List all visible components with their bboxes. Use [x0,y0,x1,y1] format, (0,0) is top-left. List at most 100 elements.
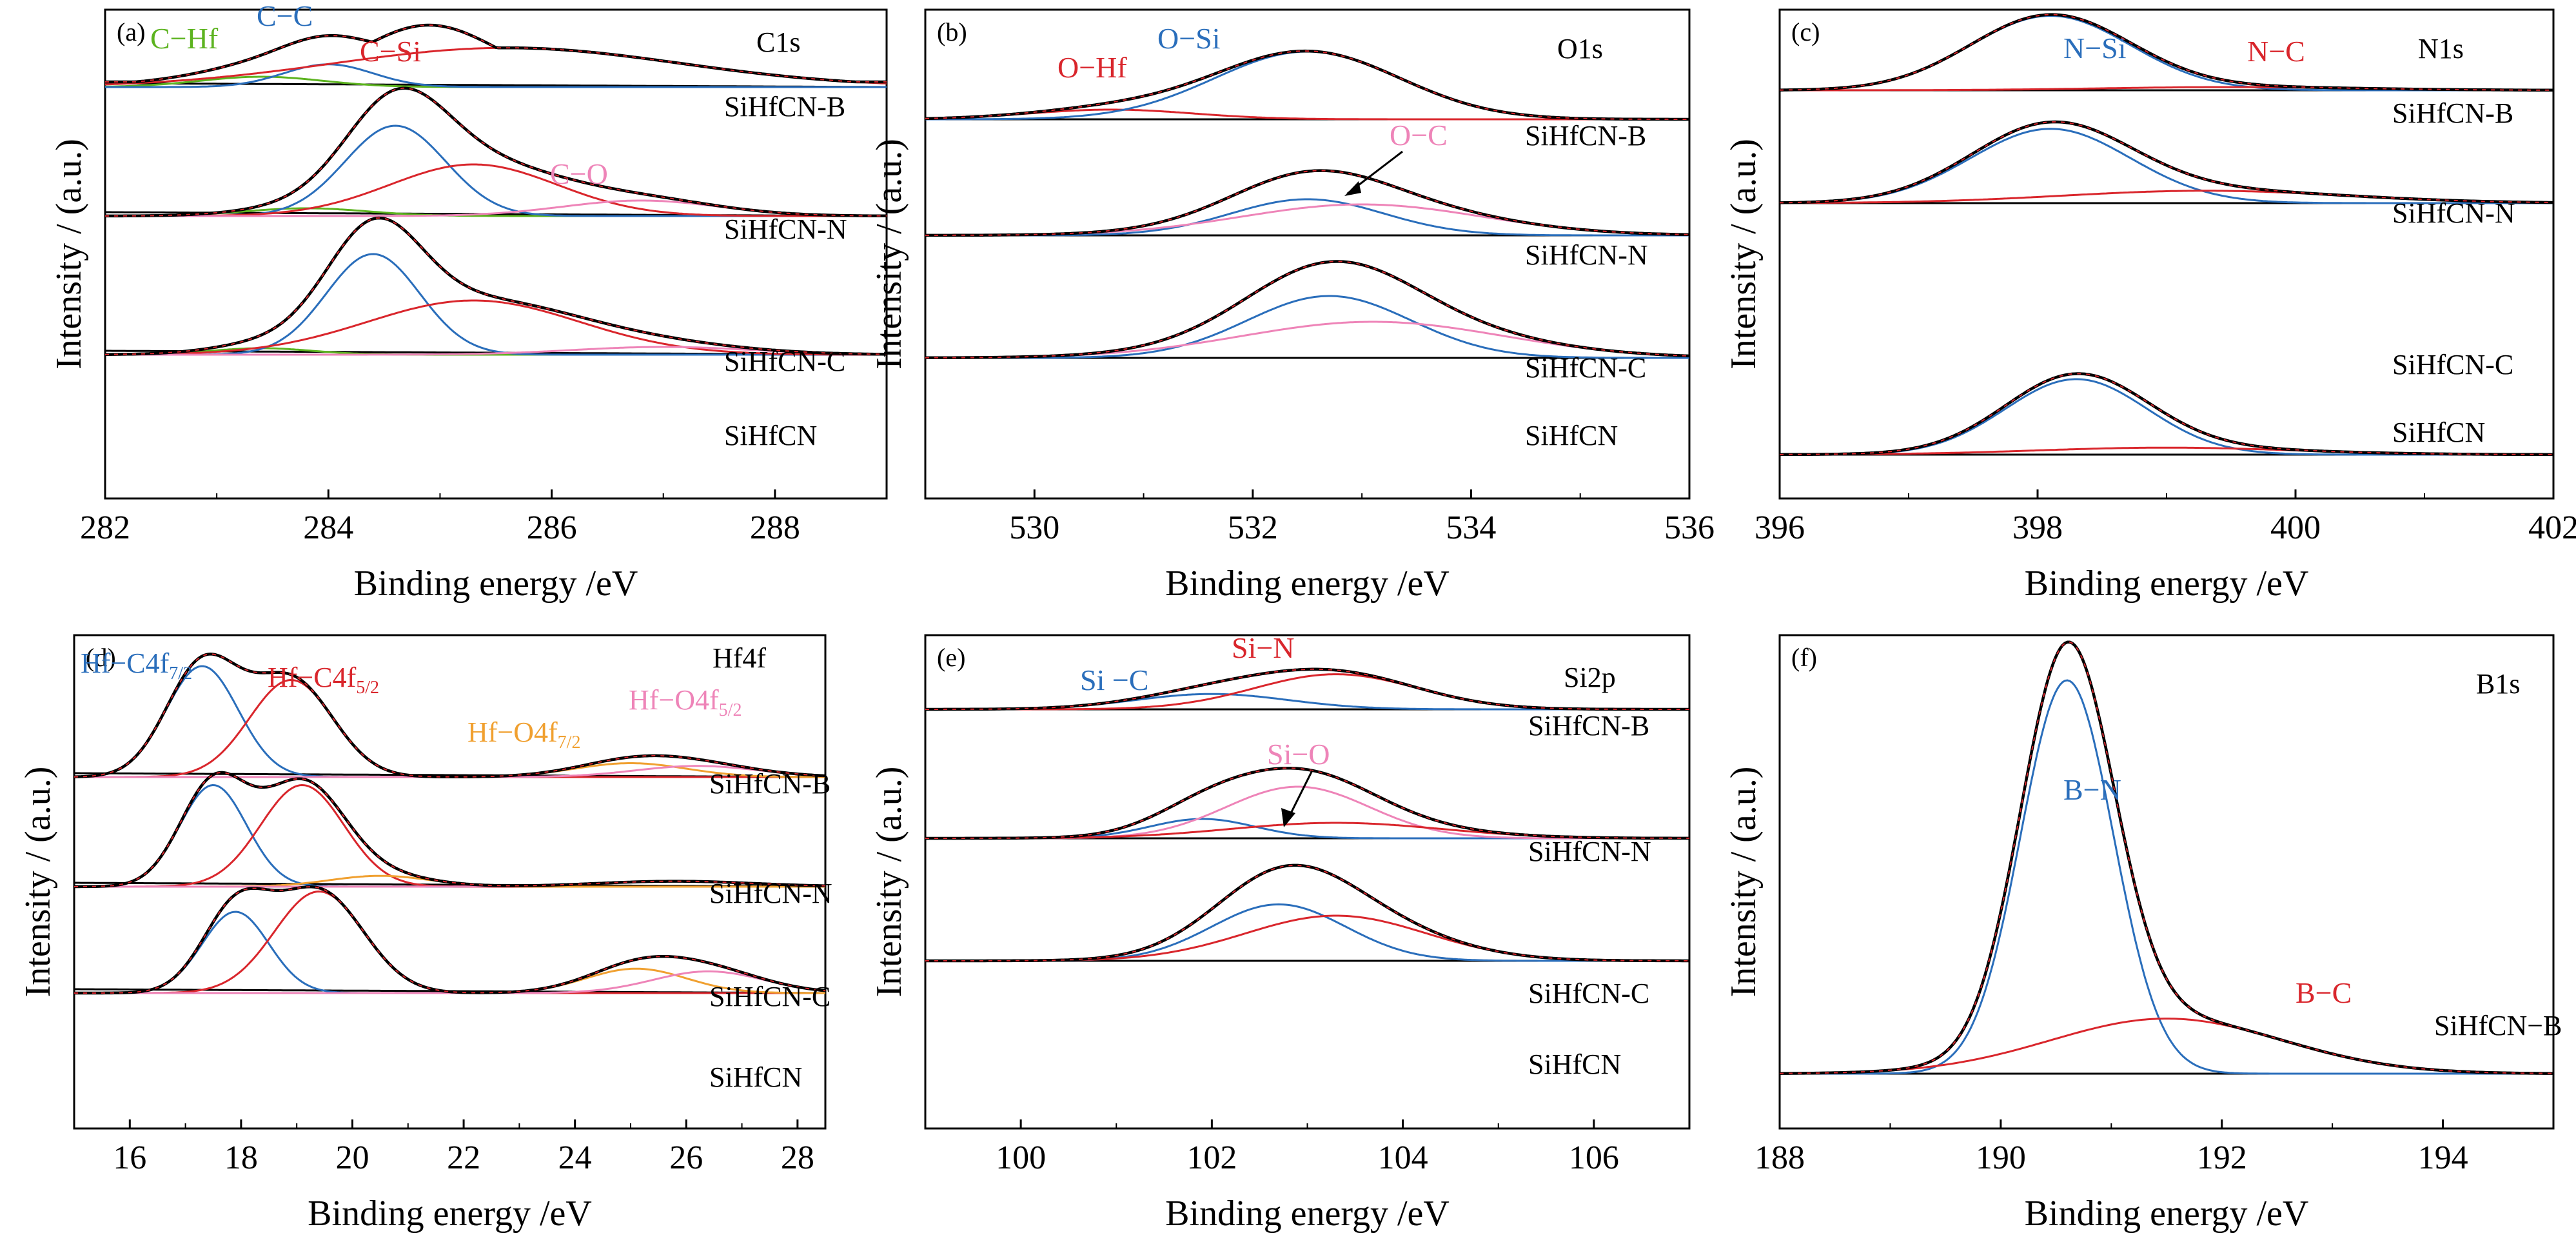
envelope-line [105,23,887,84]
y-axis-label: Intensity / (a.u.) [1724,767,1764,998]
panel-letter: (a) [117,17,145,46]
raw-data-line [74,653,826,778]
raw-data-line [925,864,1689,961]
component-label: Hf−C4f7/2 [81,647,192,684]
x-tick-label: 22 [447,1139,480,1176]
component-label: N−Si [2063,32,2127,64]
component-label: O−Si [1157,22,1221,55]
raw-data-line [925,668,1689,710]
envelope-line [105,86,887,218]
component-line-pink [105,346,887,356]
panel-letter: (c) [1791,17,1820,46]
component-label: Si −C [1080,664,1149,696]
x-tick-label: 20 [335,1139,369,1176]
component-line-blue [105,63,887,88]
x-tick-label: 16 [113,1139,146,1176]
sample-label: SiHfCN-N [2392,197,2515,229]
component-label: Hf−O4f7/2 [467,716,580,753]
component-line-blue [74,783,825,888]
sample-label: SiHfCN [724,420,817,451]
region-label: Hf4f [713,642,766,674]
subscript: 5/2 [356,678,379,698]
envelope-line [1779,640,2554,1075]
subscript: 7/2 [558,733,581,753]
raw-data-line [925,50,1689,120]
envelope-line [1780,13,2553,92]
sample-label: SiHfCN-B [709,768,831,800]
raw-data-line [925,261,1690,359]
panel-d: 16 18 20 22 24 26 28 Binding energy /eV Intensit… [18,635,832,1234]
raw-data-line [1779,641,2554,1074]
component-label: C−O [550,157,608,190]
x-tick-label: 100 [996,1139,1046,1176]
sample-label: SiHfCN-C [1525,352,1646,384]
component-line-pink [925,203,1689,237]
sample-label: SiHfCN-C [724,346,845,377]
x-tick-label: 102 [1186,1139,1237,1176]
region-label: B1s [2476,668,2520,700]
component-line-pink [925,785,1689,840]
component-line-red [925,914,1689,962]
raw-data-line [925,170,1689,236]
y-axis-label: Intensity / (a.u.) [1724,139,1764,369]
component-line-red [925,108,1689,121]
subscript: 5/2 [719,700,742,720]
region-label: Si2p [1564,662,1616,693]
subscript: 7/2 [169,664,192,684]
x-tick-label: 402 [2528,509,2576,546]
component-label: Hf−C4f5/2 [268,662,379,698]
x-axis-label: Binding energy /eV [308,1194,592,1234]
x-tick-label: 282 [80,509,130,546]
panel-c: 396 398 400 402 Binding energy /eV Intensity … [1724,10,2576,604]
component-label: C−Si [360,35,421,68]
sample-label: SiHfCN−B [2434,1010,2562,1041]
arrow-head [1344,181,1361,196]
sample-label: SiHfCN-C [2392,349,2513,380]
x-tick-label: 104 [1378,1139,1428,1176]
sample-label: SiHfCN-C [709,981,831,1012]
sample-label: SiHfCN-N [1525,239,1648,271]
component-line-blue [105,253,887,356]
panel-f: 188 190 192 194 Binding energy /eV Intensity … [1724,634,2562,1234]
x-axis-label: Binding energy /eV [354,564,638,604]
x-tick-label: 534 [1446,509,1496,546]
component-line-blue [1780,679,2553,1075]
x-tick-label: 190 [1976,1139,2026,1176]
sample-label: SiHfCN-N [709,878,832,909]
component-label: B−C [2296,976,2352,1009]
x-tick-label: 536 [1664,509,1715,546]
plot-frame [924,8,1691,500]
x-axis-label: Binding energy /eV [2025,564,2309,604]
x-axis-label: Binding energy /eV [1165,1194,1450,1234]
x-tick-label: 106 [1569,1139,1619,1176]
envelope-line [925,169,1689,237]
sample-label: SiHfCN-C [1528,978,1649,1009]
plot-frame [104,8,888,500]
panel-a: 282 284 286 288 Binding energy /eV Intensity … [49,0,888,604]
plot-frame [1778,634,2555,1130]
component-label: Hf−O4f5/2 [629,684,742,720]
panel-e: 100 102 104 106 Binding energy /eV Intensity … [869,631,1691,1234]
envelope-line [925,260,1690,360]
raw-data-line [925,767,1689,839]
x-tick-label: 18 [224,1139,258,1176]
x-tick-label: 396 [1755,509,1805,546]
component-label: O−C [1390,119,1448,152]
component-line-blue [105,124,887,217]
x-tick-label: 24 [558,1139,592,1176]
region-label: C1s [756,26,800,58]
component-label: Si−N [1232,631,1295,664]
x-tick-label: 28 [781,1139,814,1176]
raw-data-line [74,771,826,887]
raw-data-line [1780,373,2553,455]
region-label: N1s [2418,33,2464,64]
panel-b: 530 532 534 536 Binding energy /eV Intensity … [869,10,1715,604]
panel-letter: (d) [86,643,116,672]
component-label: N−C [2247,35,2305,68]
panel-letter: (f) [1791,643,1817,672]
y-axis-label: Intensity / (a.u.) [869,139,909,369]
sample-label: SiHfCN-N [724,213,847,245]
y-axis-label: Intensity / (a.u.) [49,139,89,369]
envelope-line [1780,120,2554,204]
